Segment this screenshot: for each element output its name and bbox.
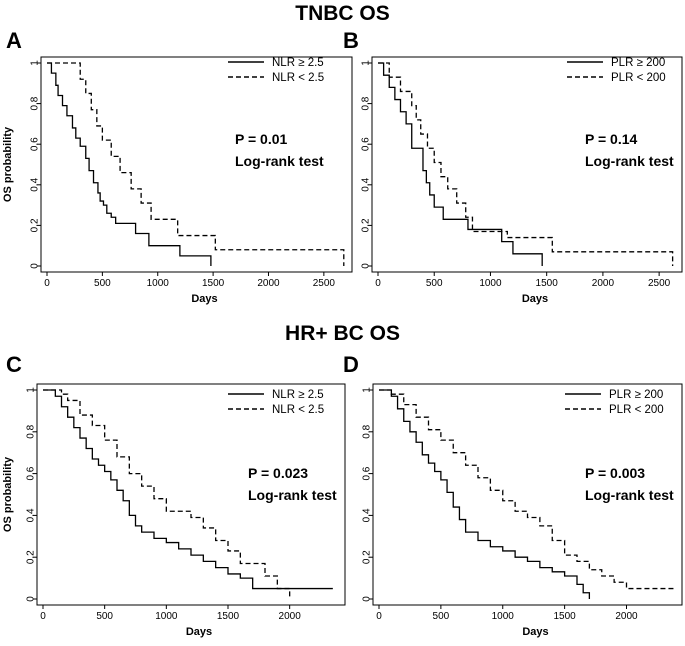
legend-label: PLR ≥ 200 — [609, 389, 663, 401]
p-value-annotation: P = 0.01 — [235, 131, 288, 147]
x-tick-label: 2000 — [592, 278, 615, 289]
legend-label: PLR < 200 — [609, 404, 664, 416]
y-tick-label: 1 — [30, 60, 41, 66]
x-tick-label: 500 — [96, 611, 113, 622]
y-tick-label: 0.6 — [26, 466, 37, 480]
x-tick-label: 1000 — [479, 278, 502, 289]
x-tick-label: 2000 — [279, 611, 302, 622]
p-value-annotation: P = 0.003 — [585, 465, 645, 481]
x-tick-label: 500 — [426, 278, 443, 289]
y-axis-title: OS probability — [2, 456, 14, 532]
y-tick-label: 1 — [362, 387, 373, 393]
panel-letter-b: B — [343, 28, 359, 53]
x-tick-label: 2000 — [257, 278, 280, 289]
y-tick-label: 0.2 — [362, 550, 373, 564]
y-tick-label: 0.8 — [362, 424, 373, 438]
km-curve-solid — [378, 62, 543, 266]
km-curve-dashed — [379, 389, 676, 590]
km-curve-dashed — [378, 62, 674, 266]
y-tick-label: 0 — [30, 263, 41, 269]
plot-frame-a — [40, 56, 353, 273]
x-tick-label: 2000 — [615, 611, 638, 622]
panel-d: D 0 0.2 0.4 0.6 0.8 1 0 500 1000 1500 2000 Days PLR ≥… — [343, 352, 683, 638]
legend-label: NLR ≥ 2.5 — [272, 389, 324, 401]
panel-letter-d: D — [343, 352, 359, 377]
y-tick-label: 0.6 — [30, 137, 41, 151]
panel-letter-a: A — [6, 28, 22, 53]
legend-label: NLR < 2.5 — [272, 72, 324, 84]
y-tick-label: 0.8 — [361, 96, 372, 110]
panel-letter-c: C — [6, 352, 22, 377]
y-tick-label: 1 — [361, 60, 372, 66]
p-value-annotation: P = 0.023 — [248, 465, 308, 481]
x-tick-label: 0 — [376, 611, 382, 622]
x-tick-label: 1000 — [492, 611, 515, 622]
y-axis-title: OS probability — [2, 126, 14, 202]
test-annotation: Log-rank test — [248, 487, 337, 503]
y-tick-label: 0.4 — [361, 177, 372, 191]
y-tick-label: 0.6 — [361, 137, 372, 151]
km-curve-solid — [379, 389, 591, 599]
y-tick-label: 0.8 — [26, 424, 37, 438]
x-tick-label: 1500 — [554, 611, 577, 622]
y-tick-label: 0.8 — [30, 96, 41, 110]
x-tick-label: 500 — [94, 278, 111, 289]
x-axis-title: Days — [191, 293, 217, 305]
x-axis-title: Days — [186, 626, 212, 638]
x-tick-label: 1000 — [147, 278, 170, 289]
test-annotation: Log-rank test — [585, 153, 674, 169]
test-annotation: Log-rank test — [585, 487, 674, 503]
x-tick-label: 1500 — [536, 278, 559, 289]
x-tick-label: 2500 — [313, 278, 336, 289]
y-tick-label: 0.4 — [26, 508, 37, 522]
km-curve-solid — [43, 389, 333, 590]
panel-c: C 0 0.2 0.4 0.6 0.8 1 0 500 1000 1500 2000 Days OS pr… — [2, 352, 346, 638]
plot-frame-b — [371, 56, 683, 273]
panel-b: B 0 0.2 0.4 0.6 0.8 1 0 500 1000 1500 2000 2500 Days P… — [343, 28, 683, 305]
y-tick-label: 0.4 — [30, 177, 41, 191]
km-curve-dashed — [43, 389, 291, 599]
p-value-annotation: P = 0.14 — [585, 131, 638, 147]
x-tick-label: 0 — [40, 611, 46, 622]
legend-label: NLR < 2.5 — [272, 404, 324, 416]
y-tick-label: 0.4 — [362, 508, 373, 522]
legend-label: PLR ≥ 200 — [611, 57, 665, 69]
legend-label: NLR ≥ 2.5 — [272, 57, 324, 69]
y-tick-label: 0 — [26, 596, 37, 602]
y-tick-label: 0.2 — [26, 550, 37, 564]
x-tick-label: 0 — [44, 278, 50, 289]
y-tick-label: 0.2 — [30, 218, 41, 232]
legend-label: PLR < 200 — [611, 72, 666, 84]
y-tick-label: 0 — [362, 596, 373, 602]
x-tick-label: 500 — [433, 611, 450, 622]
x-axis-title: Days — [522, 293, 548, 305]
x-tick-label: 2500 — [648, 278, 671, 289]
x-axis-title: Days — [522, 626, 548, 638]
section-title-hr-bc: HR+ BC OS — [285, 322, 400, 345]
test-annotation: Log-rank test — [235, 153, 324, 169]
x-tick-label: 1500 — [217, 611, 240, 622]
plot-frame-d — [372, 383, 683, 606]
y-tick-label: 0 — [361, 263, 372, 269]
x-tick-label: 0 — [375, 278, 381, 289]
km-curve-solid — [47, 62, 212, 266]
section-title-tnbc: TNBC OS — [295, 2, 390, 25]
y-tick-label: 0.2 — [361, 218, 372, 232]
y-tick-label: 1 — [26, 387, 37, 393]
panel-a: A 0 0.2 0.4 0.6 0.8 1 0 500 1000 1500 2000 2500 Days O… — [2, 28, 353, 305]
x-tick-label: 1500 — [202, 278, 225, 289]
y-tick-label: 0.6 — [362, 466, 373, 480]
x-tick-label: 1000 — [155, 611, 178, 622]
plot-frame-c — [36, 383, 346, 606]
km-curve-dashed — [47, 62, 345, 266]
